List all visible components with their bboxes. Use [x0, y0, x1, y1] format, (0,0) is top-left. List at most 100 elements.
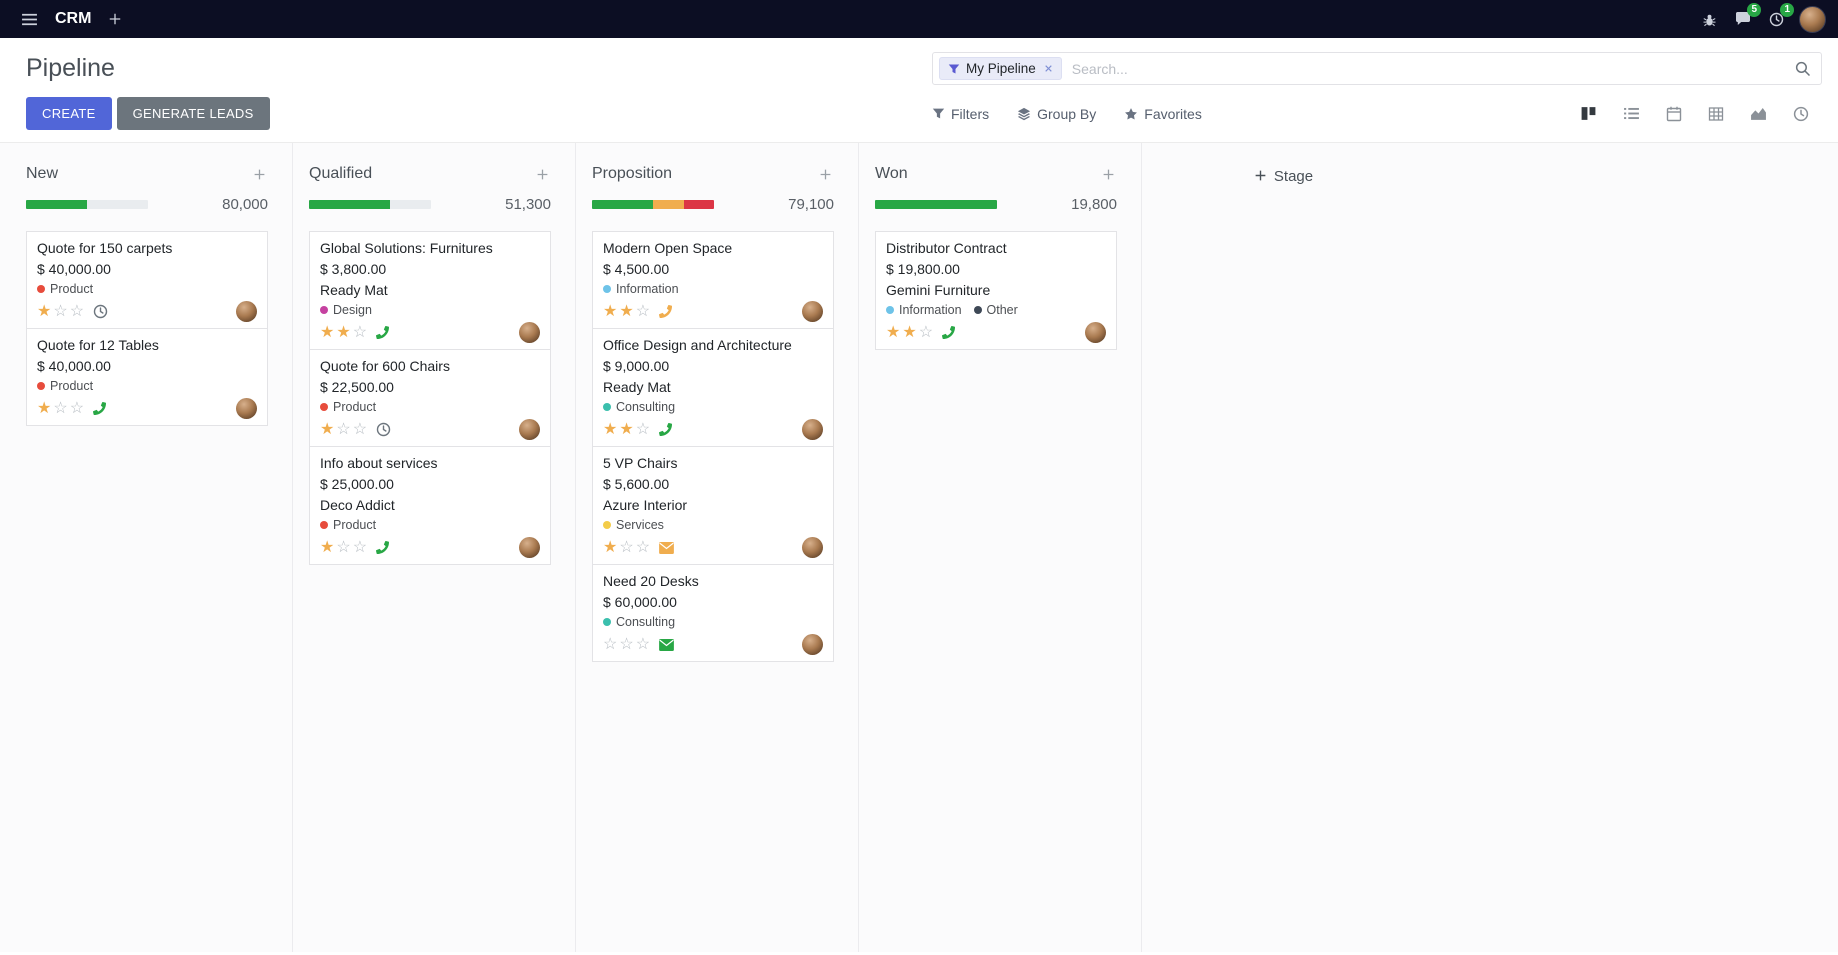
star-empty-icon[interactable]: ☆: [635, 538, 651, 556]
kanban-card[interactable]: Global Solutions: Furnitures $ 3,800.00 …: [309, 231, 551, 350]
star-filled-icon[interactable]: ★: [320, 420, 335, 438]
star-filled-icon[interactable]: ★: [336, 323, 351, 341]
envelope-icon[interactable]: [659, 541, 674, 554]
kanban-card[interactable]: Quote for 12 Tables $ 40,000.00 Product …: [26, 328, 268, 426]
star-filled-icon[interactable]: ★: [902, 323, 917, 341]
star-filled-icon[interactable]: ★: [619, 420, 634, 438]
view-calendar-button[interactable]: [1653, 97, 1695, 130]
debug-menu-button[interactable]: [1693, 0, 1726, 38]
priority-stars[interactable]: ★ ★ ☆: [320, 323, 368, 341]
view-kanban-button[interactable]: [1567, 97, 1610, 130]
progress-segment-success[interactable]: [875, 200, 997, 209]
star-empty-icon[interactable]: ☆: [603, 635, 618, 653]
priority-stars[interactable]: ★ ☆ ☆: [320, 420, 368, 438]
progress-segment-success[interactable]: [592, 200, 653, 209]
generate-leads-button[interactable]: GENERATE LEADS: [116, 97, 270, 130]
star-empty-icon[interactable]: ☆: [69, 399, 85, 417]
phone-icon[interactable]: [93, 402, 107, 415]
star-empty-icon[interactable]: ☆: [619, 538, 634, 556]
priority-stars[interactable]: ★ ☆ ☆: [603, 538, 651, 556]
star-empty-icon[interactable]: ☆: [352, 323, 368, 341]
add-menu-button[interactable]: [99, 0, 131, 38]
salesperson-avatar[interactable]: [1085, 322, 1106, 343]
add-stage-button[interactable]: Stage: [1142, 143, 1425, 952]
facet-remove-icon[interactable]: [1044, 64, 1053, 73]
kanban-card[interactable]: Info about services $ 25,000.00 Deco Add…: [309, 446, 551, 565]
column-title[interactable]: Qualified: [309, 165, 373, 182]
star-filled-icon[interactable]: ★: [886, 323, 901, 341]
phone-icon[interactable]: [376, 326, 390, 339]
kanban-card[interactable]: Quote for 600 Chairs $ 22,500.00 Product…: [309, 349, 551, 447]
column-title[interactable]: Proposition: [592, 165, 673, 182]
star-filled-icon[interactable]: ★: [37, 302, 52, 320]
star-filled-icon[interactable]: ★: [320, 538, 335, 556]
clock-icon[interactable]: [93, 304, 108, 319]
view-graph-button[interactable]: [1737, 97, 1780, 130]
kanban-card[interactable]: Need 20 Desks $ 60,000.00 Consulting ☆ ☆ ☆: [592, 564, 834, 662]
kanban-card[interactable]: Office Design and Architecture $ 9,000.0…: [592, 328, 834, 447]
star-filled-icon[interactable]: ★: [619, 302, 634, 320]
star-filled-icon[interactable]: ★: [603, 420, 618, 438]
search-icon[interactable]: [1794, 60, 1811, 77]
column-add-button[interactable]: [251, 166, 268, 183]
view-activity-button[interactable]: [1780, 97, 1822, 130]
phone-icon[interactable]: [659, 305, 673, 318]
priority-stars[interactable]: ★ ★ ☆: [886, 323, 934, 341]
group-by-button[interactable]: Group By: [1017, 106, 1096, 122]
search-facet[interactable]: My Pipeline: [939, 57, 1062, 80]
salesperson-avatar[interactable]: [802, 419, 823, 440]
salesperson-avatar[interactable]: [802, 301, 823, 322]
salesperson-avatar[interactable]: [802, 537, 823, 558]
create-button[interactable]: CREATE: [26, 97, 112, 130]
kanban-card[interactable]: Modern Open Space $ 4,500.00 Information…: [592, 231, 834, 329]
apps-menu-button[interactable]: [12, 0, 47, 38]
progress-segment-success[interactable]: [26, 200, 87, 209]
priority-stars[interactable]: ☆ ☆ ☆: [603, 635, 651, 653]
salesperson-avatar[interactable]: [236, 301, 257, 322]
star-empty-icon[interactable]: ☆: [635, 420, 651, 438]
star-empty-icon[interactable]: ☆: [918, 323, 934, 341]
envelope-icon[interactable]: [659, 638, 674, 651]
column-title[interactable]: Won: [875, 165, 908, 182]
star-empty-icon[interactable]: ☆: [352, 538, 368, 556]
column-progressbar[interactable]: [26, 200, 148, 209]
column-add-button[interactable]: [817, 166, 834, 183]
progress-segment-danger[interactable]: [683, 200, 714, 209]
column-progressbar[interactable]: [592, 200, 714, 209]
star-empty-icon[interactable]: ☆: [336, 420, 351, 438]
user-avatar[interactable]: [1799, 5, 1826, 33]
view-pivot-button[interactable]: [1695, 97, 1737, 130]
star-filled-icon[interactable]: ★: [37, 399, 52, 417]
kanban-card[interactable]: 5 VP Chairs $ 5,600.00 Azure Interior Se…: [592, 446, 834, 565]
column-title[interactable]: New: [26, 165, 59, 182]
star-empty-icon[interactable]: ☆: [619, 635, 634, 653]
favorites-button[interactable]: Favorites: [1124, 106, 1202, 122]
star-filled-icon[interactable]: ★: [603, 538, 618, 556]
progress-segment-success[interactable]: [309, 200, 391, 209]
column-add-button[interactable]: [1100, 166, 1117, 183]
priority-stars[interactable]: ★ ☆ ☆: [37, 399, 85, 417]
progress-segment-warning[interactable]: [653, 200, 684, 209]
filters-button[interactable]: Filters: [932, 106, 989, 122]
clock-icon[interactable]: [376, 422, 391, 437]
star-empty-icon[interactable]: ☆: [53, 399, 68, 417]
priority-stars[interactable]: ★ ★ ☆: [603, 420, 651, 438]
kanban-card[interactable]: Quote for 150 carpets $ 40,000.00 Produc…: [26, 231, 268, 329]
priority-stars[interactable]: ★ ☆ ☆: [37, 302, 85, 320]
priority-stars[interactable]: ★ ★ ☆: [603, 302, 651, 320]
search-bar[interactable]: My Pipeline: [932, 52, 1822, 85]
phone-icon[interactable]: [659, 423, 673, 436]
star-empty-icon[interactable]: ☆: [69, 302, 85, 320]
app-name[interactable]: CRM: [55, 10, 92, 27]
kanban-card[interactable]: Distributor Contract $ 19,800.00 Gemini …: [875, 231, 1117, 350]
salesperson-avatar[interactable]: [519, 322, 540, 343]
salesperson-avatar[interactable]: [236, 398, 257, 419]
star-empty-icon[interactable]: ☆: [336, 538, 351, 556]
salesperson-avatar[interactable]: [802, 634, 823, 655]
phone-icon[interactable]: [376, 541, 390, 554]
star-empty-icon[interactable]: ☆: [635, 635, 651, 653]
star-empty-icon[interactable]: ☆: [635, 302, 651, 320]
star-empty-icon[interactable]: ☆: [352, 420, 368, 438]
star-empty-icon[interactable]: ☆: [53, 302, 68, 320]
activities-menu-button[interactable]: 1: [1760, 0, 1794, 38]
